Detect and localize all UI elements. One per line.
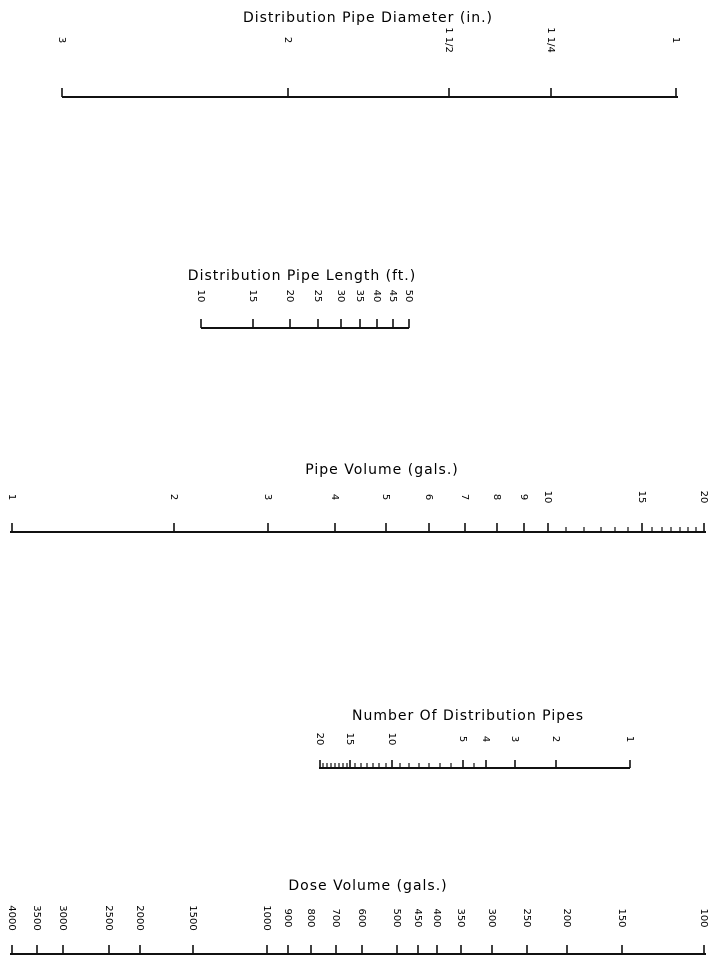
dose-volume-tick-label: 150 [616, 908, 627, 927]
length-tick-label: 30 [335, 290, 346, 303]
pipe-volume-scale: Pipe Volume (gals.) 1 2 3 4 5 6 7 8 9 10 15 20 [6, 462, 709, 533]
dose-volume-tick-label: 200 [561, 908, 572, 927]
num-pipes-tick-label: 5 [457, 736, 468, 742]
num-pipes-scale-title: Number Of Distribution Pipes [352, 708, 584, 724]
pipe-volume-tick-label: 15 [636, 491, 647, 504]
dose-volume-tick-label: 3000 [57, 905, 68, 930]
dose-volume-tick-label: 2500 [103, 905, 114, 930]
pipe-volume-tick-label: 8 [491, 494, 502, 500]
pipe-volume-tick-label: 1 [6, 494, 17, 500]
diameter-tick-label: 1 [670, 37, 681, 43]
dose-volume-tick-label: 500 [391, 908, 402, 927]
length-tick-label: 35 [354, 290, 365, 303]
dose-volume-tick-label: 350 [455, 908, 466, 927]
pipe-volume-scale-title: Pipe Volume (gals.) [305, 462, 459, 478]
dose-volume-tick-label: 1000 [261, 905, 272, 930]
length-ticks: 10 15 20 25 30 35 40 45 50 [195, 290, 414, 328]
dose-volume-tick-label: 250 [521, 908, 532, 927]
dose-volume-ticks: 4000 3500 3000 2500 2000 1500 1000 900 800 700 600… [6, 905, 709, 954]
num-pipes-tick-label: 20 [314, 733, 325, 746]
dose-volume-tick-label: 600 [356, 908, 367, 927]
pipe-volume-tick-label: 4 [329, 494, 340, 500]
dose-volume-tick-label: 700 [330, 908, 341, 927]
pipe-volume-tick-label: 6 [423, 494, 434, 500]
dose-volume-scale-title: Dose Volume (gals.) [288, 878, 447, 894]
diameter-scale-title: Distribution Pipe Diameter (in.) [243, 10, 493, 26]
pipe-volume-tick-label: 9 [518, 494, 529, 500]
dose-volume-tick-label: 450 [412, 908, 423, 927]
length-tick-label: 25 [312, 290, 323, 303]
dose-volume-scale: Dose Volume (gals.) 4000 3500 3000 2500 2000… [6, 878, 709, 955]
pipe-volume-tick-label: 5 [380, 494, 391, 500]
num-pipes-scale: Number Of Distribution Pipes 20 15 10 5 4 3 2 1 [314, 708, 635, 769]
dose-volume-tick-label: 800 [305, 908, 316, 927]
pipe-volume-tick-label: 20 [698, 491, 709, 504]
num-pipes-ticks: 20 15 10 5 4 3 2 1 [314, 733, 635, 768]
num-pipes-tick-label: 10 [386, 733, 397, 746]
diameter-tick-label: 1 1/2 [443, 27, 454, 53]
diameter-ticks: 3 2 1 1/2 1 1/4 1 [56, 27, 681, 97]
num-pipes-tick-label: 3 [509, 736, 520, 742]
dose-volume-tick-label: 100 [698, 908, 709, 927]
dose-volume-tick-label: 400 [431, 908, 442, 927]
dose-volume-tick-label: 900 [282, 908, 293, 927]
num-pipes-tick-label: 2 [550, 736, 561, 742]
length-tick-label: 45 [387, 290, 398, 303]
length-tick-label: 50 [403, 290, 414, 303]
num-pipes-tick-label: 15 [344, 733, 355, 746]
length-scale-title: Distribution Pipe Length (ft.) [188, 268, 416, 284]
length-tick-label: 40 [371, 290, 382, 303]
length-tick-label: 10 [195, 290, 206, 303]
diameter-scale: Distribution Pipe Diameter (in.) 3 2 1 1/2… [56, 10, 681, 98]
dose-volume-tick-label: 2000 [134, 905, 145, 930]
length-tick-label: 15 [247, 290, 258, 303]
pipe-volume-tick-label: 7 [459, 494, 470, 500]
dose-volume-tick-label: 4000 [6, 905, 17, 930]
diameter-tick-label: 1 1/4 [545, 27, 556, 53]
pipe-volume-tick-label: 10 [542, 491, 553, 504]
dose-volume-tick-label: 300 [486, 908, 497, 927]
dose-volume-tick-label: 3500 [31, 905, 42, 930]
diameter-tick-label: 3 [56, 37, 67, 43]
pipe-volume-tick-label: 2 [168, 494, 179, 500]
diameter-tick-label: 2 [282, 37, 293, 43]
dose-volume-tick-label: 1500 [187, 905, 198, 930]
length-tick-label: 20 [284, 290, 295, 303]
length-scale: Distribution Pipe Length (ft.) 10 15 20 25 3… [188, 268, 416, 329]
num-pipes-tick-label: 1 [624, 736, 635, 742]
num-pipes-tick-label: 4 [480, 736, 491, 742]
pipe-volume-ticks: 1 2 3 4 5 6 7 8 9 10 15 20 [6, 491, 709, 532]
pipe-volume-tick-label: 3 [262, 494, 273, 500]
